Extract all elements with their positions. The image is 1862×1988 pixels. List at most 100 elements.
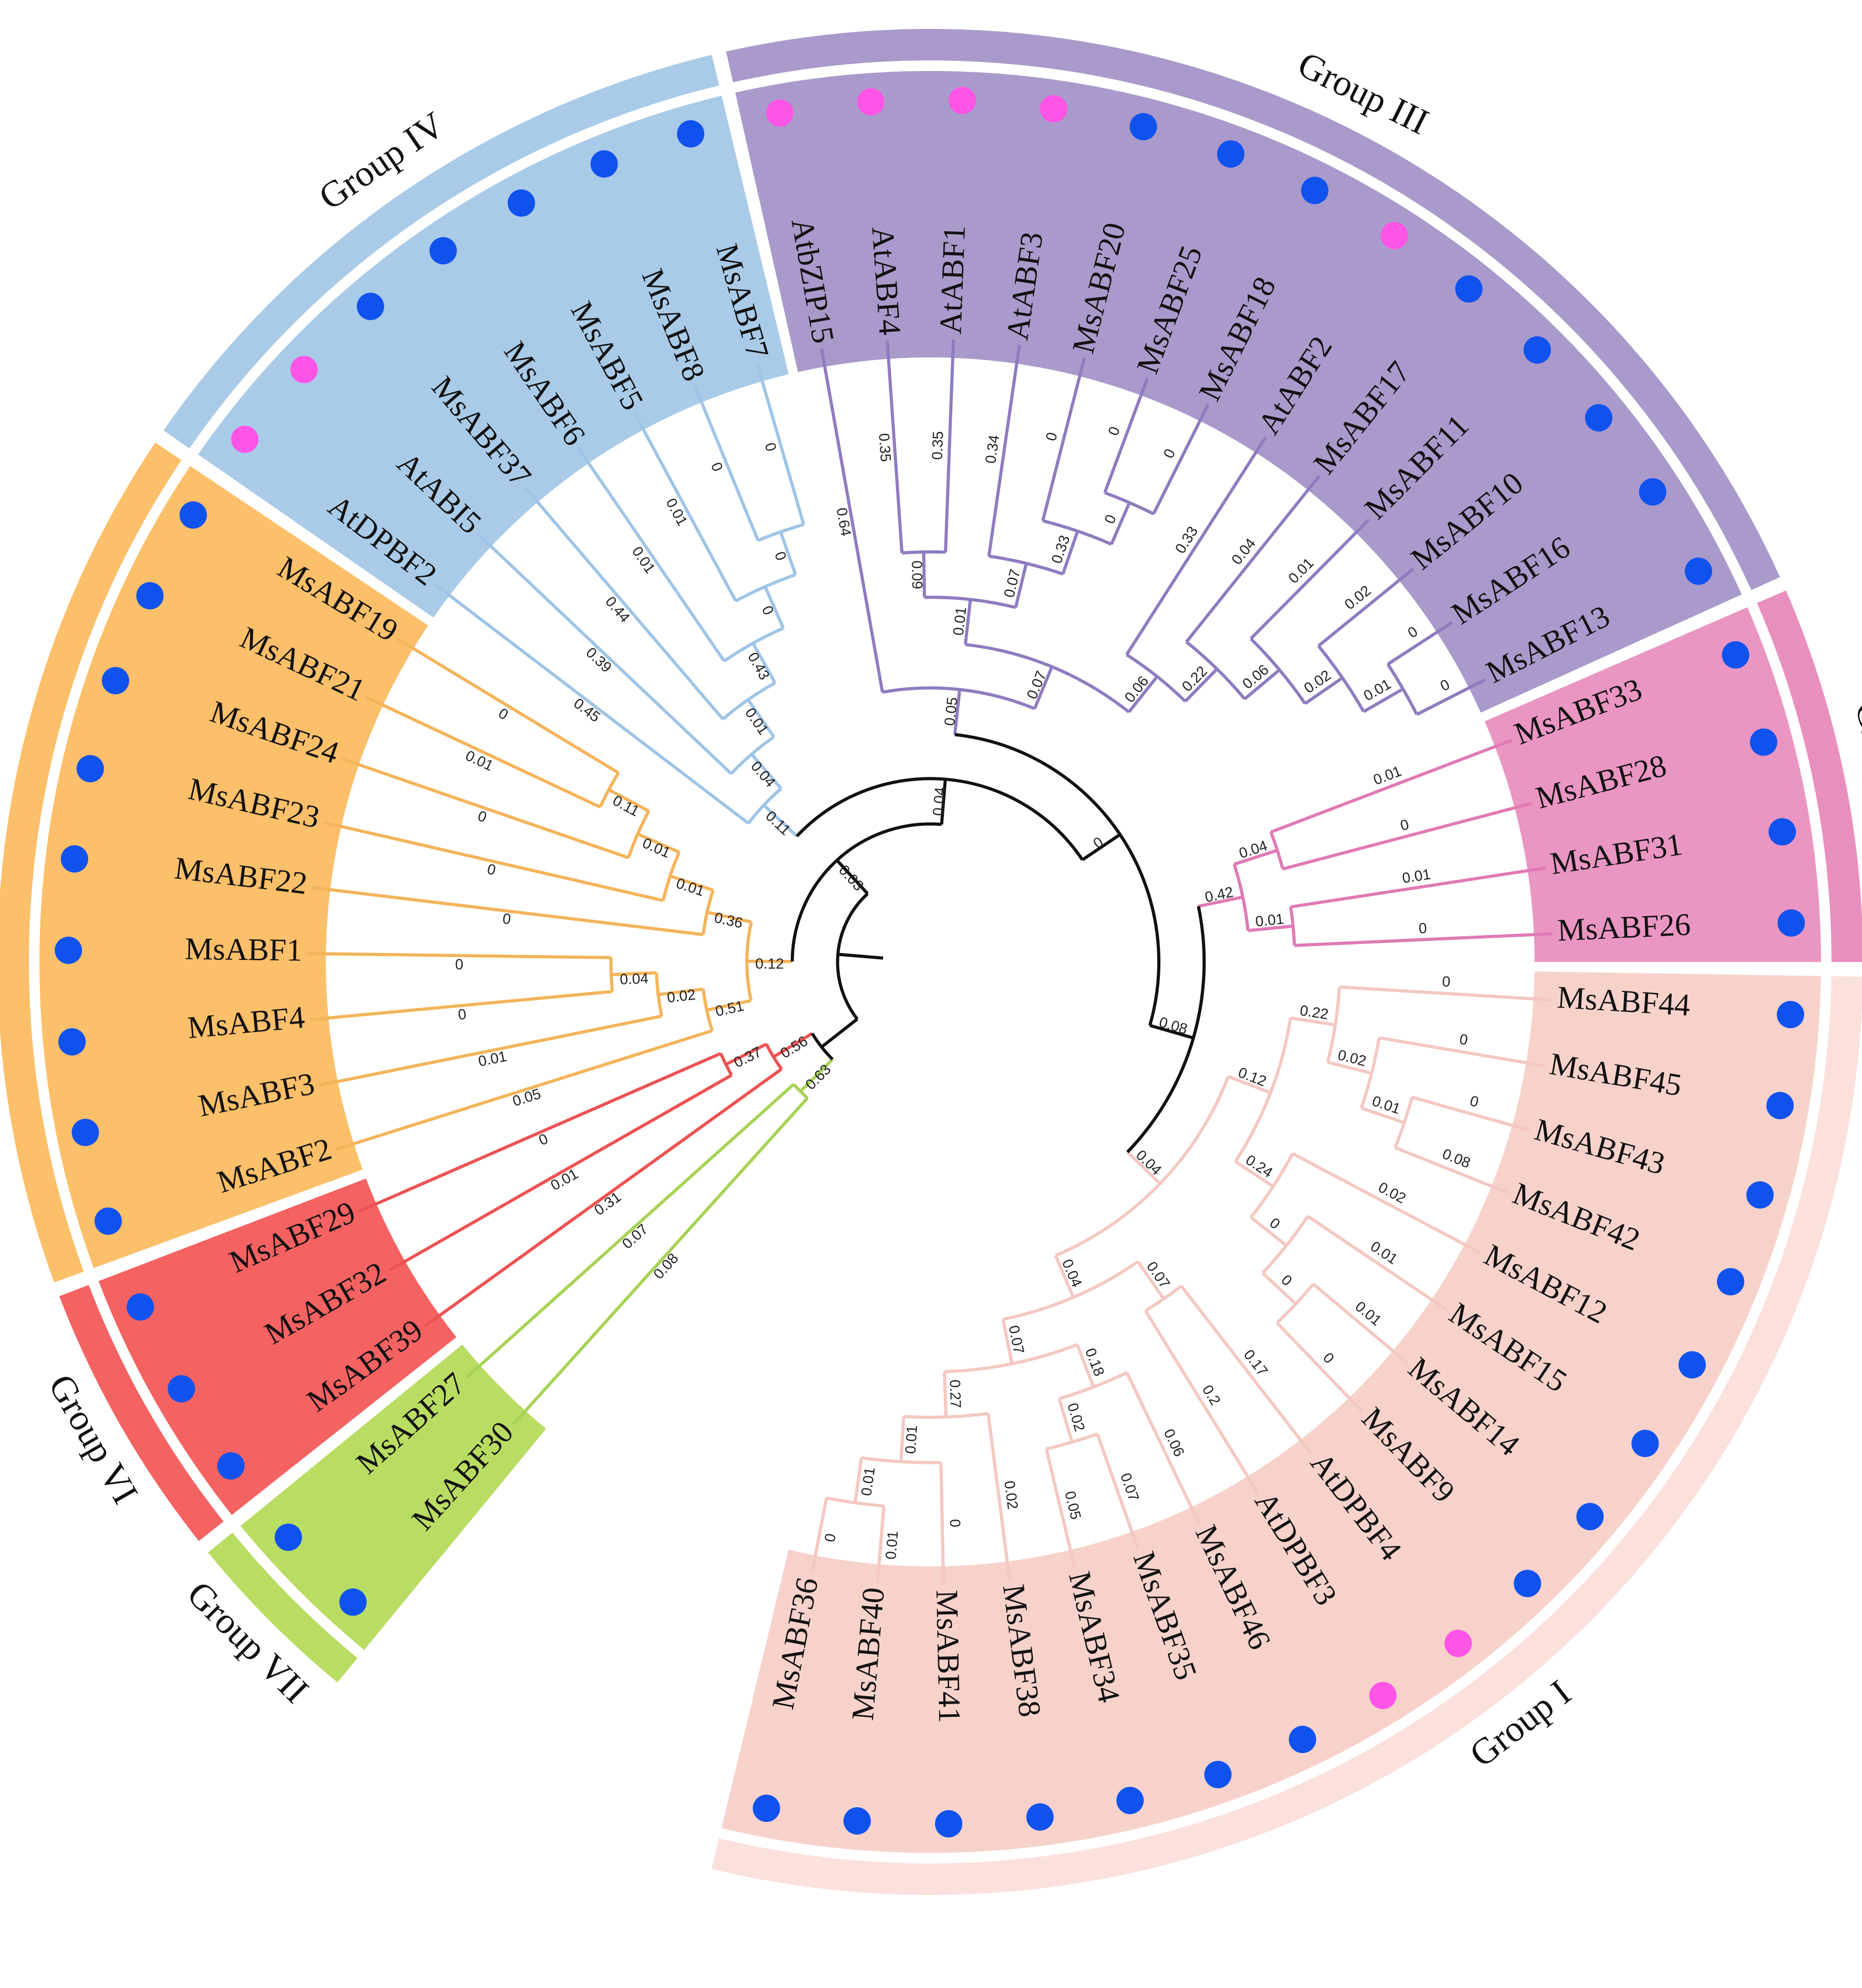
branch-length-56: 0.01 [1361,675,1394,704]
branch-83 [1304,677,1344,705]
branch-10 [773,1032,814,1059]
branch-1 [465,1083,795,1379]
branch-123 [1234,1160,1274,1188]
branch-62 [987,345,1021,557]
group-II-inner-band [1484,607,1822,962]
branch-95 [1282,801,1533,871]
branch-length-59: 0.22 [1179,663,1210,695]
species-dot [1444,1630,1472,1657]
branch-116 [1312,1283,1408,1364]
branch-8 [725,1042,767,1066]
branch-length-8: 0.05 [510,1085,542,1110]
branch-162 [838,952,883,960]
branch-107 [1394,1146,1509,1195]
branch-40 [524,487,724,721]
branch-14 [319,1015,662,1087]
branch-131 [1096,1433,1140,1550]
branch-length-52: 0.01 [1285,555,1316,587]
branch-81 [1363,688,1404,713]
branch-length-42: 0.34 [982,434,1002,464]
branch-67 [1110,502,1131,545]
branch-129 [1136,1261,1165,1300]
branch-length-71: 0 [1458,1031,1469,1048]
branch-15 [310,990,613,1021]
group-VI-inner-band [98,1179,457,1515]
branch-length-53: 0.02 [1341,582,1374,612]
branch-56 [763,804,798,837]
branch-12 [820,1018,859,1049]
species-dot [1631,1429,1659,1457]
branch-48 [764,586,785,629]
branch-length-12: 0.04 [620,970,649,988]
species-dot [1717,1268,1745,1296]
branch-132 [1044,1448,1076,1569]
branch-length-35: 0.01 [742,705,772,737]
branch-35 [706,910,752,924]
branch-length-70: 0 [1442,973,1450,990]
branch-length-17: 0 [476,807,489,825]
branch-63 [1041,358,1086,521]
branch-57 [820,348,884,693]
branch-105 [1379,1036,1545,1068]
branch-length-90: 0.05 [1062,1490,1084,1521]
species-dot [1381,222,1408,250]
branch-length-2: 0.63 [802,1061,834,1093]
branch-length-30: 0 [708,460,726,474]
branch-length-40: 0.35 [929,431,946,460]
species-dot [1301,177,1329,204]
species-dot [179,501,207,529]
branch-length-55: 0 [1437,676,1452,694]
branch-20 [658,987,704,997]
branch-length-65: 0.04 [1237,837,1269,862]
branch-4 [424,1068,783,1328]
species-dot [1026,1803,1054,1831]
species-dot [1684,557,1712,585]
branch-length-49: 0.01 [950,606,970,637]
branch-152 [1126,1151,1161,1185]
branch-97 [1233,848,1278,866]
branch-77 [1317,567,1415,648]
species-dot [339,1588,367,1616]
branch-114 [1292,1152,1482,1255]
branch-length-43: 0 [1043,431,1061,443]
branch-73 [963,599,972,645]
branch-length-13: 0.02 [666,986,696,1006]
branch-length-50: 0.33 [1172,524,1201,557]
branch-138 [939,1462,945,1585]
species-dot [1040,95,1067,122]
branch-156 [1081,833,1121,862]
branch-length-28: 0.01 [629,544,659,576]
species-dot [1576,1503,1604,1531]
branch-93 [953,689,962,735]
branch-75 [1185,475,1321,643]
branch-length-93: 0.02 [1001,1480,1021,1510]
species-dot [94,1207,122,1235]
branch-length-46: 0 [1101,512,1119,526]
branch-length-68: 0.01 [1254,910,1284,929]
species-dot [1746,1181,1774,1209]
branch-length-104: 0 [1091,834,1106,852]
branch-125 [1228,1075,1271,1094]
leaf-label: MsABF1 [184,931,302,968]
group-V-inner-band [39,466,428,1268]
branch-52 [746,699,776,738]
branch-69 [1061,530,1079,575]
species-dot [1750,728,1777,756]
species-dot [1722,641,1750,669]
branch-89 [1127,675,1159,713]
branch-76 [1249,518,1370,640]
branch-54 [750,753,783,790]
branch-length-34: 0.43 [745,650,773,683]
branch-148 [1001,1319,1014,1364]
species-dot [1768,818,1796,846]
branch-113 [1290,1016,1336,1027]
branch-6 [358,1052,722,1213]
branch-5 [388,1073,733,1272]
branch-46 [779,531,797,576]
branch-121 [1250,1216,1288,1247]
leaf-label: AtABF4 [866,226,908,336]
species-dot [1514,1570,1541,1597]
branch-length-14: 0.51 [714,998,745,1020]
species-dot [843,1807,871,1835]
